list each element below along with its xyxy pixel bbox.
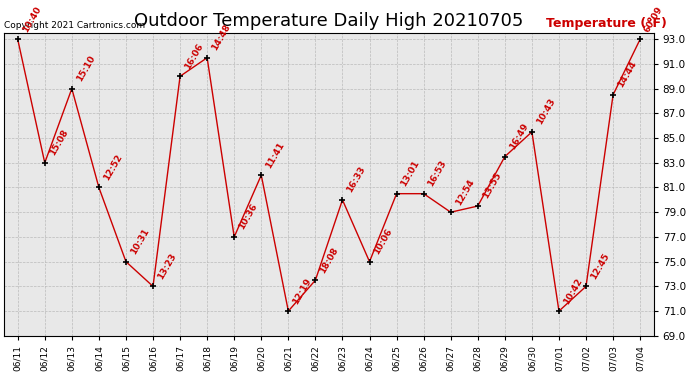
Text: 12:52: 12:52 <box>101 153 124 182</box>
Text: 15:08: 15:08 <box>48 128 70 157</box>
Text: 14:48: 14:48 <box>210 22 232 52</box>
Text: 10:31: 10:31 <box>129 227 151 256</box>
Text: 13:01: 13:01 <box>400 159 422 188</box>
Text: 10:43: 10:43 <box>535 97 557 126</box>
Text: 10:42: 10:42 <box>562 276 584 306</box>
Text: 12:19: 12:19 <box>291 276 313 306</box>
Text: Temperature (°F): Temperature (°F) <box>546 17 667 30</box>
Text: 16:49: 16:49 <box>508 122 530 151</box>
Text: 14:44: 14:44 <box>616 60 638 89</box>
Text: 12:54: 12:54 <box>453 177 475 207</box>
Text: 10:36: 10:36 <box>237 202 259 231</box>
Text: 13:55: 13:55 <box>480 171 502 201</box>
Text: 18:08: 18:08 <box>318 246 340 274</box>
Text: 60:09: 60:09 <box>643 4 665 34</box>
Title: Outdoor Temperature Daily High 20210705: Outdoor Temperature Daily High 20210705 <box>135 12 524 30</box>
Text: Copyright 2021 Cartronics.com: Copyright 2021 Cartronics.com <box>4 21 146 30</box>
Text: 16:06: 16:06 <box>183 42 205 71</box>
Text: 13:23: 13:23 <box>156 252 178 281</box>
Text: 10:06: 10:06 <box>373 227 394 256</box>
Text: 16:53: 16:53 <box>426 159 449 188</box>
Text: 10:40: 10:40 <box>21 4 43 34</box>
Text: 12:45: 12:45 <box>589 251 611 281</box>
Text: 16:33: 16:33 <box>345 165 367 194</box>
Text: 15:10: 15:10 <box>75 54 97 83</box>
Text: 11:41: 11:41 <box>264 140 286 170</box>
